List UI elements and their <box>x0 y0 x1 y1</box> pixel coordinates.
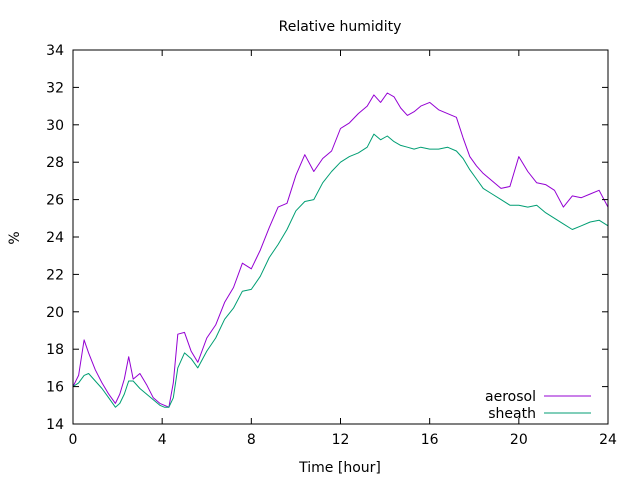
legend-label-sheath: sheath <box>488 406 536 422</box>
x-tick-label: 24 <box>599 432 617 448</box>
x-axis-label: Time [hour] <box>298 460 381 476</box>
series-line-aerosol <box>72 92 609 408</box>
x-tick-label: 16 <box>421 432 439 448</box>
legend-label-aerosol: aerosol <box>485 389 536 405</box>
x-tick-label: 0 <box>69 432 78 448</box>
y-tick-label: 20 <box>46 305 64 321</box>
y-tick-label: 24 <box>46 230 64 246</box>
y-axis-label: % <box>7 231 23 244</box>
y-tick-label: 30 <box>46 118 64 134</box>
x-tick-label: 4 <box>158 432 167 448</box>
x-tick-label: 8 <box>247 432 256 448</box>
x-tick-label: 12 <box>332 432 350 448</box>
y-tick-label: 14 <box>46 417 64 433</box>
y-tick-label: 28 <box>46 155 64 171</box>
series-line-sheath <box>72 133 609 408</box>
chart-title: Relative humidity <box>279 19 402 35</box>
plot-area <box>72 92 609 408</box>
y-tick-label: 34 <box>46 43 64 59</box>
y-tick-label: 22 <box>46 267 64 283</box>
y-tick-label: 26 <box>46 193 64 209</box>
y-tick-label: 32 <box>46 80 64 96</box>
y-tick-label: 16 <box>46 380 64 396</box>
x-tick-label: 20 <box>510 432 528 448</box>
axis-ticks: 0 4 8 12 16 20 24 14 16 18 20 22 24 26 28 30 32 34 <box>46 43 617 448</box>
y-tick-label: 18 <box>46 342 64 358</box>
plot-frame <box>72 49 609 425</box>
